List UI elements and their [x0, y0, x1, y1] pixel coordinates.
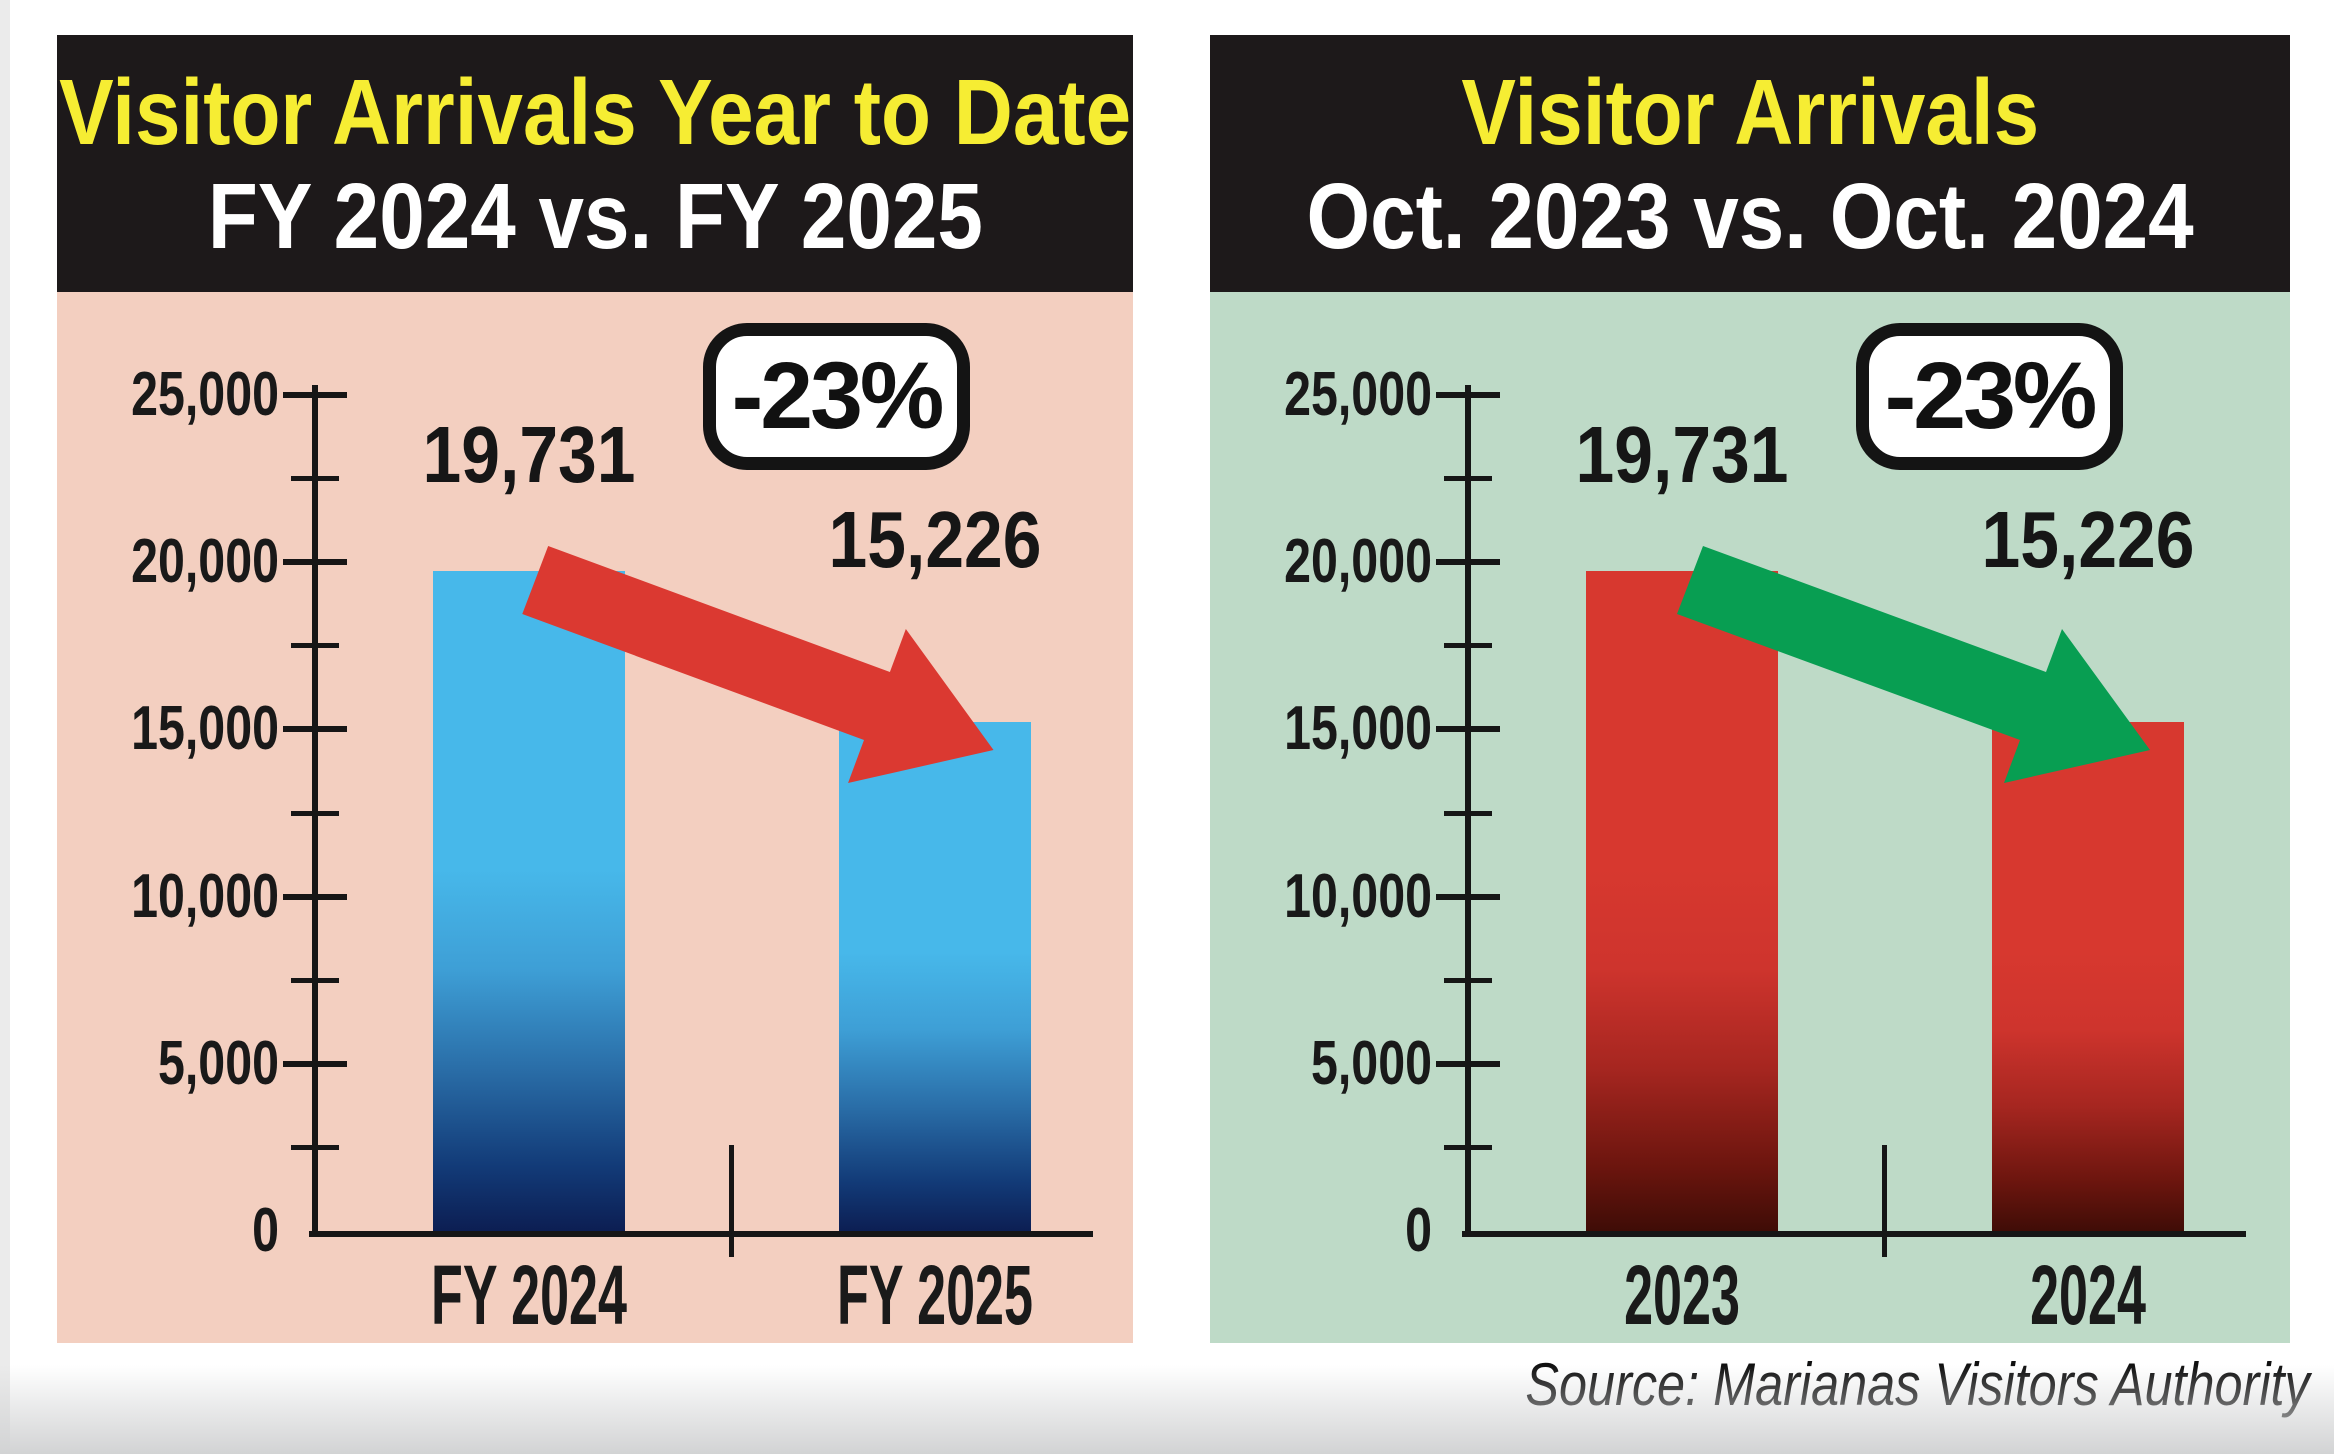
y-major-tick [283, 893, 347, 900]
percent-change-text: -23% [1884, 343, 2098, 449]
percent-change-badge: -23% [1856, 323, 2123, 470]
y-major-tick [283, 726, 347, 733]
y-major-tick [1436, 726, 1500, 733]
y-tick-label: 15,000 [1284, 694, 1432, 764]
chart-header: Visitor Arrivals Year to Date FY 2024 vs… [57, 35, 1133, 292]
y-minor-tick [1444, 1144, 1492, 1150]
downward-trend-arrow-icon [1677, 546, 2150, 783]
y-minor-tick [291, 476, 339, 482]
y-tick-label: 25,000 [131, 360, 279, 429]
downward-trend-arrow-icon [522, 546, 994, 783]
y-major-tick [1436, 1060, 1500, 1067]
y-minor-tick [1444, 476, 1492, 482]
y-tick-label: 0 [1405, 1196, 1432, 1265]
x-category-label-1: FY 2024 [431, 1248, 627, 1342]
chart-title: Visitor Arrivals [1461, 59, 2039, 164]
bottom-gradient-band [0, 1365, 2334, 1454]
x-axis-line [309, 1231, 1093, 1237]
y-major-tick [1436, 893, 1500, 900]
y-tick-label: 5,000 [1310, 1028, 1432, 1098]
y-minor-tick [291, 643, 339, 649]
x-category-label-2: FY 2025 [837, 1248, 1033, 1342]
left-edge-strip [0, 0, 10, 1454]
chart-header: Visitor Arrivals Oct. 2023 vs. Oct. 2024 [1210, 35, 2290, 292]
chart-title: Visitor Arrivals Year to Date [58, 59, 1132, 164]
bar-fy-2025 [839, 722, 1031, 1234]
x-axis-line [1462, 1231, 2246, 1237]
percent-change-text: -23% [731, 343, 945, 449]
x-category-label-2: 2024 [2030, 1248, 2146, 1342]
y-tick-label: 20,000 [131, 527, 279, 597]
y-tick-label: 20,000 [1284, 527, 1432, 597]
y-tick-label: 25,000 [1284, 360, 1432, 429]
y-minor-tick [1444, 643, 1492, 649]
y-minor-tick [291, 977, 339, 983]
chart-panel: Visitor Arrivals Year to Date FY 2024 vs… [57, 35, 1133, 1343]
x-axis-divider-tick [729, 1145, 734, 1257]
bar-value-label-1: 19,731 [422, 410, 636, 499]
bar-2023 [1586, 571, 1778, 1234]
percent-change-badge: -23% [703, 323, 970, 470]
x-axis-divider-tick [1882, 1145, 1887, 1257]
y-tick-label: 15,000 [131, 694, 279, 764]
chart-subtitle: FY 2024 vs. FY 2025 [207, 163, 983, 268]
y-major-tick [1436, 392, 1500, 398]
y-tick-label: 10,000 [1284, 861, 1432, 931]
chart-panel: Visitor Arrivals Oct. 2023 vs. Oct. 2024… [1210, 35, 2290, 1343]
y-minor-tick [291, 1144, 339, 1150]
y-tick-label: 10,000 [131, 861, 279, 931]
chart-subtitle: Oct. 2023 vs. Oct. 2024 [1306, 163, 2194, 268]
y-major-tick [283, 392, 347, 398]
bar-2024 [1992, 722, 2184, 1234]
bar-value-label-2: 15,226 [828, 495, 1042, 584]
bar-value-label-2: 15,226 [1981, 495, 2195, 584]
bar-value-label-1: 19,731 [1575, 410, 1789, 499]
x-category-label-1: 2023 [1624, 1248, 1740, 1342]
y-minor-tick [1444, 810, 1492, 816]
y-major-tick [283, 1060, 347, 1067]
bar-fy-2024 [433, 571, 625, 1234]
y-tick-label: 5,000 [157, 1028, 279, 1098]
y-minor-tick [1444, 977, 1492, 983]
y-major-tick [283, 559, 347, 566]
y-major-tick [1436, 559, 1500, 566]
y-tick-label: 0 [252, 1196, 279, 1265]
y-minor-tick [291, 810, 339, 816]
